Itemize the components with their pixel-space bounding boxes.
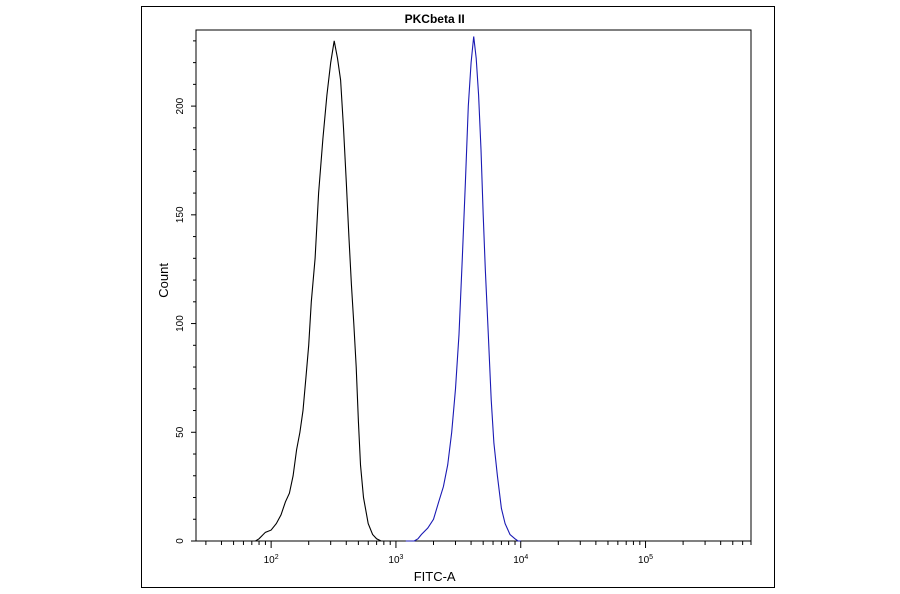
chart-title: PKCbeta II <box>405 12 465 26</box>
x-axis-label: FITC-A <box>414 569 456 584</box>
histogram-series-2 <box>405 36 521 542</box>
y-tick-label: 200 <box>175 97 186 114</box>
x-tick-label: 105 <box>638 554 653 566</box>
chart-frame: 0 50 100 150 200 102 103 104 105 PKCbeta II FIT… <box>141 6 775 588</box>
x-tick-label: 104 <box>513 554 528 566</box>
chart-svg: 0 50 100 150 200 102 103 104 105 PKCbeta II FIT… <box>156 12 752 584</box>
y-tick-label: 50 <box>175 426 186 438</box>
y-tick-label: 100 <box>175 315 186 332</box>
y-axis: 0 50 100 150 200 <box>175 40 196 544</box>
x-tick-label: 102 <box>264 554 279 566</box>
y-tick-label: 150 <box>175 206 186 223</box>
series-layer <box>243 36 521 542</box>
y-axis-label: Count <box>156 263 171 298</box>
x-tick-label: 103 <box>388 554 403 566</box>
plot-area <box>195 29 752 542</box>
x-axis: 102 103 104 105 <box>205 541 752 566</box>
y-tick-label: 0 <box>175 538 186 544</box>
histogram-series-1 <box>243 40 384 542</box>
